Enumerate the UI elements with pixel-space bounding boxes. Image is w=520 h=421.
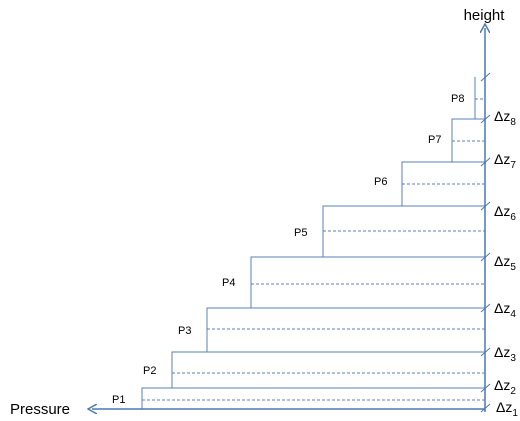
axis-tick [480,252,491,262]
pressure-label-p8: P8 [451,93,464,105]
dz-label-6: Δz6 [494,203,516,223]
axis-tick [480,347,491,357]
dz-labels: Δz1 Δz2 Δz3 Δz4 Δz5 Δz6 Δz7 Δz8 [494,108,518,419]
axis-tick [480,383,491,393]
pressure-axis-label: Pressure [10,401,70,418]
pressure-label-p5: P5 [294,227,307,239]
pressure-label-p3: P3 [178,325,191,337]
dz-label-1: Δz1 [496,399,518,419]
pressure-label-p7: P7 [428,134,441,146]
axis-tick [480,72,491,82]
axis-tick [480,157,491,167]
pressure-label-p2: P2 [143,365,156,377]
dz-label-3: Δz3 [494,344,516,364]
pressure-label-p6: P6 [374,176,387,188]
axis-tick [480,303,491,313]
pressure-labels: P1 P2 P3 P4 P5 P6 P7 P8 [112,93,464,406]
dz-label-7: Δz7 [494,151,516,171]
layer-midlines [142,98,485,401]
dz-label-8: Δz8 [494,108,516,128]
dz-label-4: Δz4 [494,300,516,320]
axis-tick [480,114,491,124]
pressure-label-p4: P4 [222,277,235,289]
pressure-step-profile [141,77,476,409]
pressure-label-p1: P1 [112,394,125,406]
height-axis-label: height [464,7,506,24]
axis-tick [480,403,491,413]
dz-label-2: Δz2 [494,377,516,397]
dz-label-5: Δz5 [494,253,516,273]
layer-boundaries [142,118,485,389]
height-axis-ticks [480,72,491,413]
axis-tick [480,201,491,211]
